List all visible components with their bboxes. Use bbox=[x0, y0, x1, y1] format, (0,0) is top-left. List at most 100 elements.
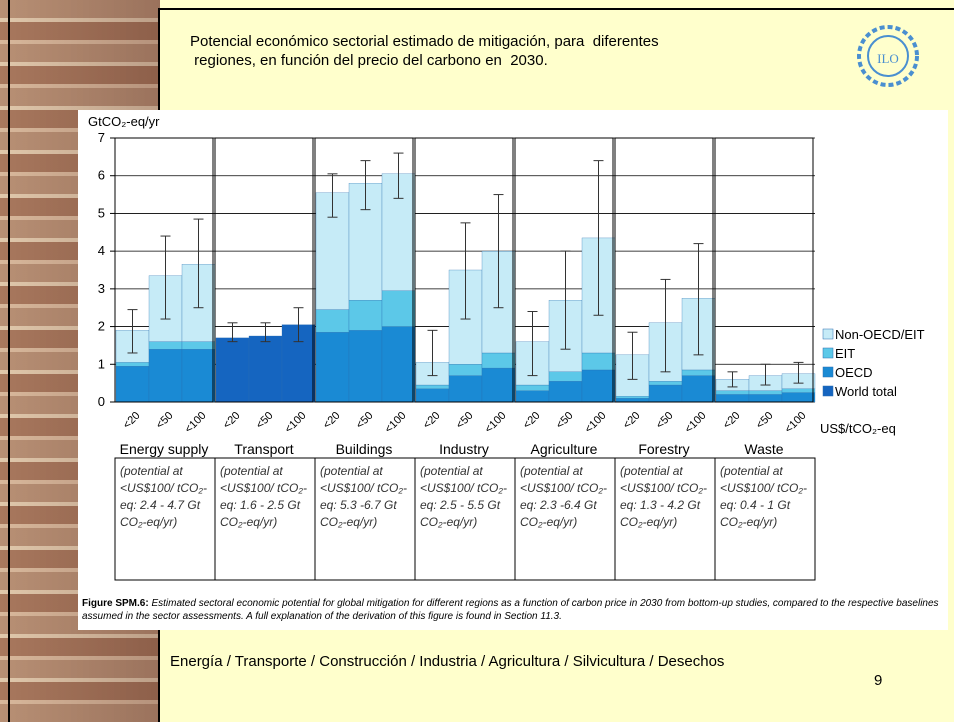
title-line: Potencial económico sectorial estimado d… bbox=[190, 32, 830, 51]
y-tick-label: 7 bbox=[98, 130, 105, 145]
x-tick-label: <100 bbox=[583, 410, 609, 436]
potential-text: (potential at <US$100/ tCO₂-eq: 1.6 - 2.… bbox=[217, 460, 313, 534]
potential-text: (potential at <US$100/ tCO₂-eq: 2.4 - 4.… bbox=[117, 460, 213, 534]
legend-swatch bbox=[823, 386, 833, 396]
x-tick-label: <100 bbox=[383, 410, 409, 436]
x-tick-label: <50 bbox=[554, 410, 576, 432]
bar-segment bbox=[449, 364, 482, 375]
bar-segment bbox=[149, 342, 182, 350]
bar-segment bbox=[382, 327, 415, 402]
x-tick-label: <20 bbox=[721, 410, 743, 432]
x-tick-label: <20 bbox=[321, 410, 343, 432]
y-tick-label: 0 bbox=[98, 394, 105, 409]
bar-segment bbox=[716, 391, 749, 395]
slide-title: Potencial económico sectorial estimado d… bbox=[190, 32, 830, 70]
slide: Potencial económico sectorial estimado d… bbox=[0, 0, 954, 722]
potential-text: (potential at <US$100/ tCO₂-eq: 0.4 - 1 … bbox=[717, 460, 813, 534]
title-line: regiones, en función del precio del carb… bbox=[190, 51, 830, 70]
legend-swatch bbox=[823, 367, 833, 377]
bar-segment bbox=[749, 394, 782, 402]
x-tick-label: <20 bbox=[121, 410, 143, 432]
bar-segment bbox=[516, 391, 549, 402]
y-tick-label: 6 bbox=[98, 168, 105, 183]
x-tick-label: <50 bbox=[354, 410, 376, 432]
bar-segment bbox=[316, 332, 349, 402]
group-label: Industry bbox=[439, 441, 489, 457]
potential-text: (potential at <US$100/ tCO₂-eq: 1.3 - 4.… bbox=[617, 460, 713, 534]
x-tick-label: <100 bbox=[483, 410, 509, 436]
x-tick-label: <50 bbox=[754, 410, 776, 432]
group-label: Waste bbox=[744, 441, 783, 457]
bar-segment bbox=[582, 370, 615, 402]
y-tick-label: 5 bbox=[98, 205, 105, 220]
logo: ILO bbox=[856, 24, 920, 88]
bar-segment bbox=[482, 353, 515, 368]
y-tick-label: 2 bbox=[98, 319, 105, 334]
y-tick-label: 4 bbox=[98, 243, 105, 258]
x-tick-label: <50 bbox=[654, 410, 676, 432]
bar-segment bbox=[449, 376, 482, 402]
x-tick-label: <100 bbox=[283, 410, 309, 436]
x-tick-label: <20 bbox=[621, 410, 643, 432]
legend-label: Non-OECD/EIT bbox=[835, 327, 925, 342]
bar-segment bbox=[516, 385, 549, 391]
bar-segment bbox=[749, 391, 782, 395]
caption-label: Figure SPM.6: bbox=[82, 598, 149, 609]
x-tick-label: <100 bbox=[683, 410, 709, 436]
border bbox=[8, 0, 10, 722]
border bbox=[158, 8, 954, 10]
bar-segment bbox=[249, 336, 282, 402]
x-tick-label: <50 bbox=[154, 410, 176, 432]
x-tick-label: <50 bbox=[254, 410, 276, 432]
bar-segment bbox=[182, 349, 215, 402]
bar-segment bbox=[549, 381, 582, 402]
potential-text: (potential at <US$100/ tCO₂-eq: 2.3 -6.4… bbox=[517, 460, 613, 534]
bar-segment bbox=[682, 376, 715, 402]
y-axis-label: GtCO₂-eq/yr bbox=[88, 114, 160, 129]
group-label: Energy supply bbox=[120, 441, 209, 457]
bar-segment bbox=[116, 362, 149, 366]
legend-label: OECD bbox=[835, 365, 873, 380]
group-label: Forestry bbox=[638, 441, 689, 457]
bar-segment bbox=[549, 372, 582, 381]
x-tick-label: <50 bbox=[454, 410, 476, 432]
bar-segment bbox=[616, 398, 649, 402]
potential-text: (potential at <US$100/ tCO₂-eq: 2.5 - 5.… bbox=[417, 460, 513, 534]
bar-segment bbox=[349, 330, 382, 402]
legend-label: EIT bbox=[835, 346, 855, 361]
x-tick-label: <20 bbox=[221, 410, 243, 432]
bar-segment bbox=[216, 338, 249, 402]
logo-text: ILO bbox=[877, 51, 899, 66]
group-label: Transport bbox=[234, 441, 294, 457]
footer: Energía / Transporte / Construcción / In… bbox=[170, 653, 724, 670]
bar-segment bbox=[316, 310, 349, 333]
group-label: Buildings bbox=[336, 441, 393, 457]
caption: Figure SPM.6: Estimated sectoral economi… bbox=[82, 597, 944, 623]
bar-segment bbox=[382, 291, 415, 327]
bar-segment bbox=[682, 370, 715, 376]
bar-segment bbox=[482, 368, 515, 402]
x-tick-label: <100 bbox=[783, 410, 809, 436]
x-tick-label: <20 bbox=[421, 410, 443, 432]
bar-segment bbox=[716, 394, 749, 402]
bar-segment bbox=[582, 353, 615, 370]
bar-segment bbox=[149, 349, 182, 402]
group-label: Agriculture bbox=[531, 441, 598, 457]
bar-segment bbox=[416, 389, 449, 402]
potential-text: (potential at <US$100/ tCO₂-eq: 5.3 -6.7… bbox=[317, 460, 413, 534]
bar-segment bbox=[782, 389, 815, 393]
caption-text: Estimated sectoral economic potential fo… bbox=[82, 598, 939, 622]
bar-segment bbox=[782, 393, 815, 402]
bar-segment bbox=[116, 366, 149, 402]
bar-segment bbox=[649, 381, 682, 385]
bar-segment bbox=[349, 300, 382, 330]
legend-swatch bbox=[823, 348, 833, 358]
page-number: 9 bbox=[874, 672, 882, 689]
bar-segment bbox=[649, 385, 682, 402]
x-tick-label: <100 bbox=[183, 410, 209, 436]
bar-segment bbox=[616, 396, 649, 398]
bar-segment bbox=[182, 342, 215, 350]
y-tick-label: 3 bbox=[98, 281, 105, 296]
